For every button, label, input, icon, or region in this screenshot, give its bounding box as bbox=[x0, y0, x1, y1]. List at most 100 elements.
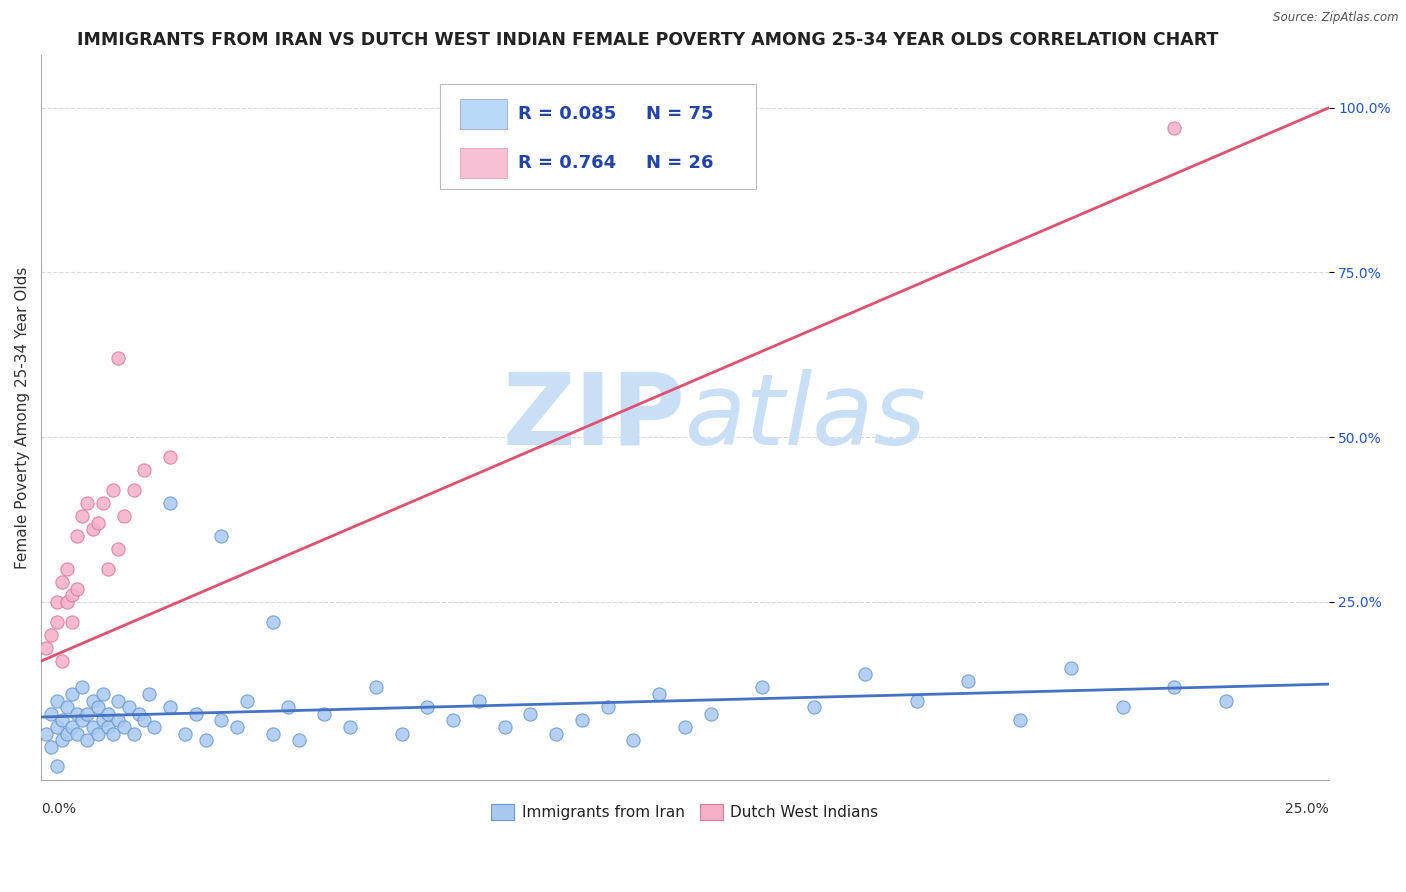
Point bbox=[107, 714, 129, 728]
Point bbox=[76, 733, 98, 747]
Point bbox=[468, 693, 491, 707]
Point bbox=[225, 720, 247, 734]
Point bbox=[1060, 660, 1083, 674]
Point bbox=[45, 759, 67, 773]
FancyBboxPatch shape bbox=[460, 148, 508, 178]
Y-axis label: Female Poverty Among 25-34 Year Olds: Female Poverty Among 25-34 Year Olds bbox=[15, 266, 30, 568]
Point bbox=[159, 450, 181, 464]
Point bbox=[194, 733, 217, 747]
Point bbox=[132, 714, 155, 728]
Legend: Immigrants from Iran, Dutch West Indians: Immigrants from Iran, Dutch West Indians bbox=[485, 798, 884, 826]
Text: 25.0%: 25.0% bbox=[1285, 802, 1329, 816]
Point bbox=[66, 582, 89, 596]
Point bbox=[45, 693, 67, 707]
Point bbox=[122, 726, 145, 740]
Point bbox=[1008, 714, 1031, 728]
Point bbox=[957, 673, 980, 688]
Point bbox=[51, 574, 73, 589]
Point bbox=[60, 588, 83, 602]
Point bbox=[60, 720, 83, 734]
Point bbox=[159, 496, 181, 510]
Point bbox=[56, 562, 79, 576]
Point bbox=[66, 726, 89, 740]
Point bbox=[751, 681, 773, 695]
Point bbox=[441, 714, 464, 728]
Point bbox=[159, 700, 181, 714]
Text: ZIP: ZIP bbox=[502, 369, 685, 466]
Point bbox=[174, 726, 197, 740]
Text: R = 0.085: R = 0.085 bbox=[517, 105, 616, 123]
FancyBboxPatch shape bbox=[460, 99, 508, 129]
Point bbox=[56, 726, 79, 740]
Point bbox=[91, 687, 114, 701]
Point bbox=[112, 509, 135, 524]
Point bbox=[803, 700, 825, 714]
Point bbox=[82, 693, 104, 707]
Point bbox=[621, 733, 644, 747]
Point bbox=[87, 726, 110, 740]
Point bbox=[87, 700, 110, 714]
Point bbox=[1163, 120, 1185, 135]
Point bbox=[41, 739, 63, 754]
Point bbox=[209, 714, 232, 728]
Text: IMMIGRANTS FROM IRAN VS DUTCH WEST INDIAN FEMALE POVERTY AMONG 25-34 YEAR OLDS C: IMMIGRANTS FROM IRAN VS DUTCH WEST INDIA… bbox=[77, 31, 1219, 49]
Point bbox=[391, 726, 413, 740]
Point bbox=[51, 733, 73, 747]
Point bbox=[60, 687, 83, 701]
Point bbox=[103, 726, 125, 740]
Text: 0.0%: 0.0% bbox=[41, 802, 76, 816]
Point bbox=[45, 595, 67, 609]
Point bbox=[82, 720, 104, 734]
Point bbox=[35, 726, 58, 740]
FancyBboxPatch shape bbox=[440, 84, 755, 189]
Point bbox=[364, 681, 387, 695]
Point bbox=[107, 693, 129, 707]
Point bbox=[571, 714, 593, 728]
Point bbox=[184, 706, 207, 721]
Point bbox=[76, 706, 98, 721]
Text: N = 75: N = 75 bbox=[647, 105, 714, 123]
Point bbox=[314, 706, 336, 721]
Point bbox=[132, 463, 155, 477]
Point bbox=[128, 706, 150, 721]
Point bbox=[41, 706, 63, 721]
Point bbox=[97, 706, 120, 721]
Point bbox=[91, 496, 114, 510]
Point bbox=[1215, 693, 1237, 707]
Point bbox=[91, 714, 114, 728]
Point bbox=[41, 628, 63, 642]
Point bbox=[118, 700, 141, 714]
Point bbox=[97, 720, 120, 734]
Point bbox=[339, 720, 361, 734]
Point bbox=[112, 720, 135, 734]
Point bbox=[648, 687, 671, 701]
Point bbox=[60, 615, 83, 629]
Point bbox=[76, 496, 98, 510]
Text: N = 26: N = 26 bbox=[647, 154, 714, 172]
Point bbox=[1111, 700, 1133, 714]
Point bbox=[209, 529, 232, 543]
Point bbox=[905, 693, 928, 707]
Point bbox=[1163, 681, 1185, 695]
Point bbox=[45, 720, 67, 734]
Point bbox=[699, 706, 721, 721]
Point bbox=[56, 700, 79, 714]
Point bbox=[66, 529, 89, 543]
Point bbox=[138, 687, 160, 701]
Point bbox=[287, 733, 309, 747]
Point bbox=[72, 509, 94, 524]
Text: R = 0.764: R = 0.764 bbox=[517, 154, 616, 172]
Point bbox=[519, 706, 541, 721]
Point bbox=[66, 706, 89, 721]
Point bbox=[72, 681, 94, 695]
Point bbox=[107, 351, 129, 365]
Point bbox=[82, 522, 104, 536]
Point bbox=[853, 667, 876, 681]
Point bbox=[51, 654, 73, 668]
Point bbox=[56, 595, 79, 609]
Point bbox=[546, 726, 568, 740]
Point bbox=[673, 720, 696, 734]
Point bbox=[51, 714, 73, 728]
Point bbox=[122, 483, 145, 497]
Text: Source: ZipAtlas.com: Source: ZipAtlas.com bbox=[1274, 11, 1399, 24]
